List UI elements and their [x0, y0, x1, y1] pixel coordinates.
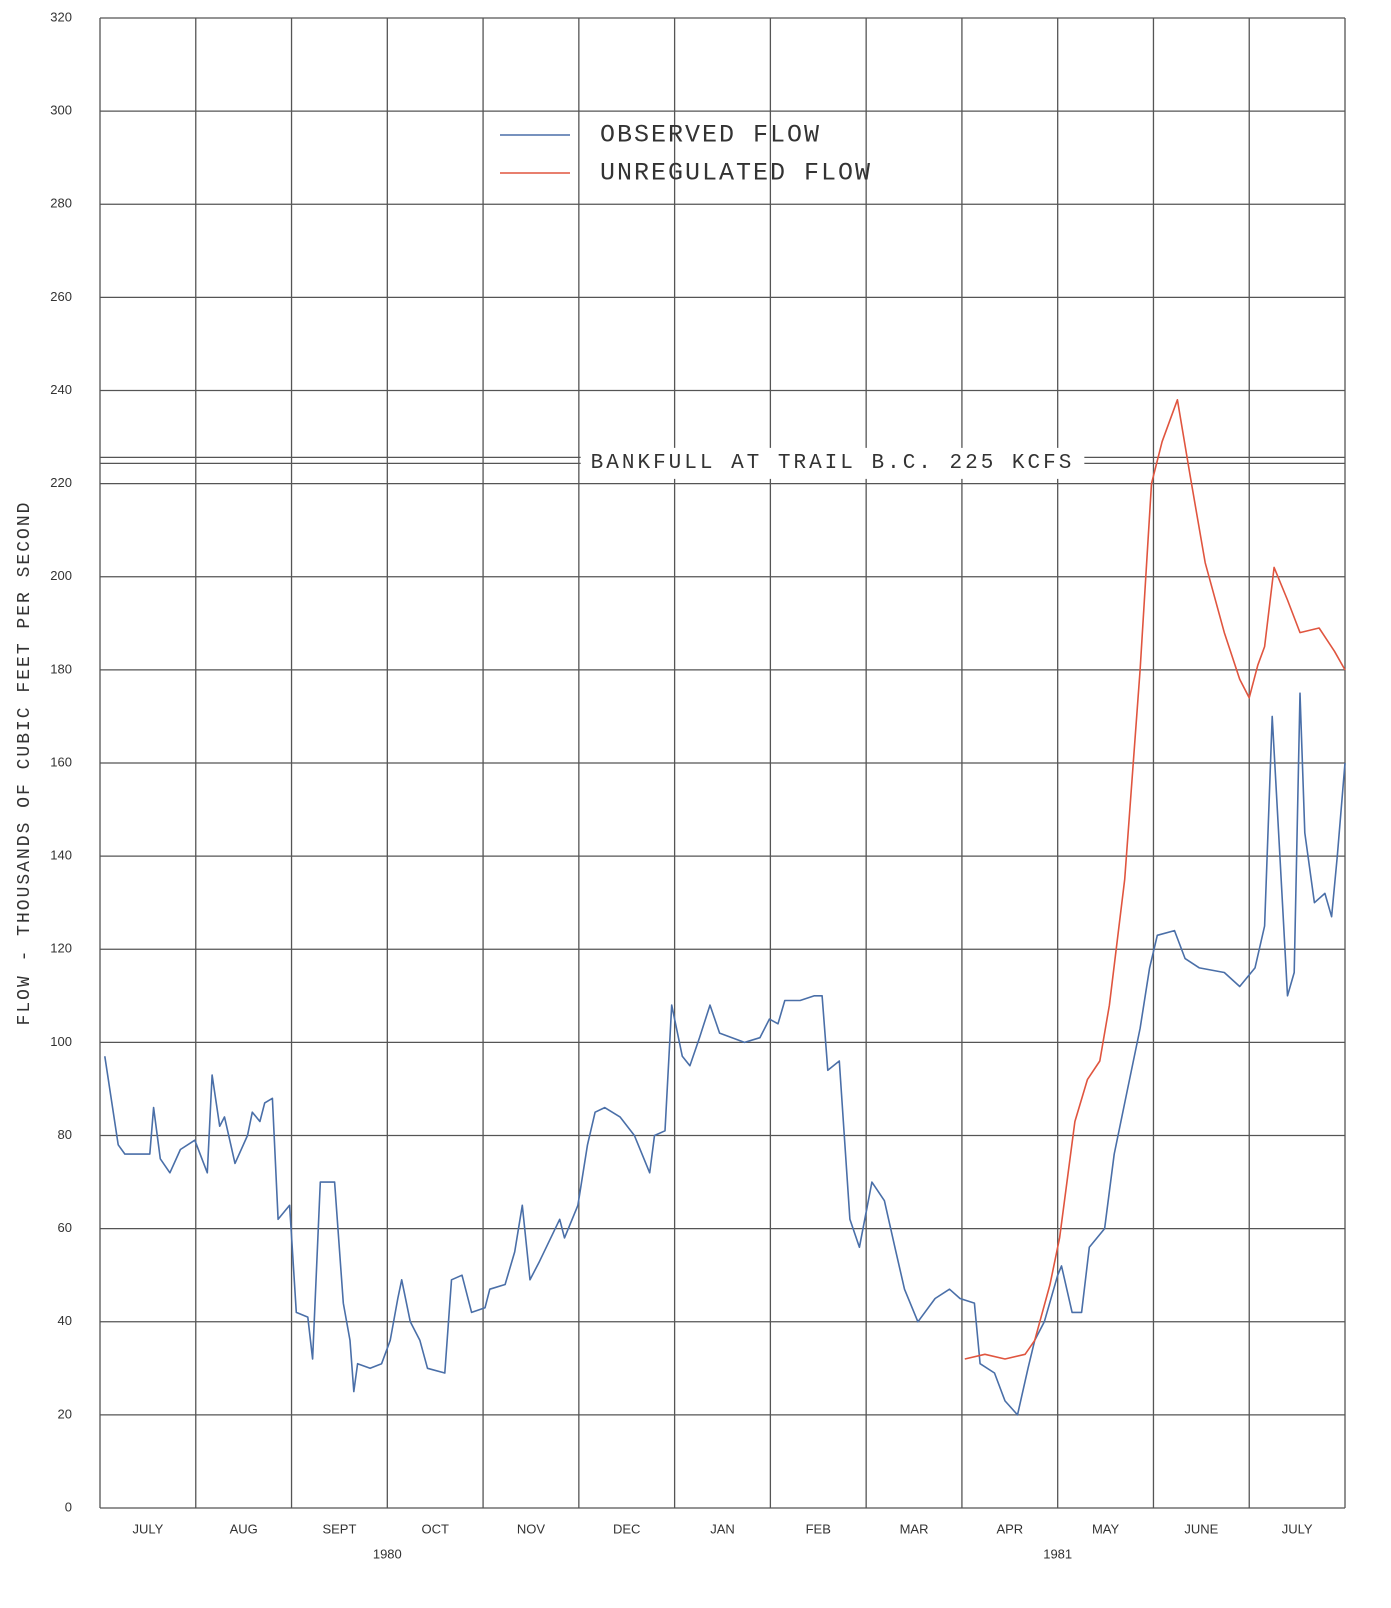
x-tick-label: AUG — [230, 1521, 258, 1536]
x-tick-label: FEB — [806, 1521, 831, 1536]
series-line — [104, 692, 1346, 1416]
y-tick-label: 220 — [50, 475, 72, 490]
y-tick-label: 120 — [50, 941, 72, 956]
y-tick-label: 280 — [50, 196, 72, 211]
y-tick-label: 300 — [50, 103, 72, 118]
y-tick-label: 320 — [50, 9, 72, 24]
x-tick-label: MAR — [900, 1521, 929, 1536]
x-year-label: 1980 — [373, 1546, 402, 1561]
y-tick-label: 200 — [50, 568, 72, 583]
y-tick-label: 100 — [50, 1034, 72, 1049]
y-axis-label: FLOW - THOUSANDS OF CUBIC FEET PER SECON… — [15, 501, 35, 1026]
x-tick-label: JAN — [710, 1521, 735, 1536]
series-line — [964, 399, 1346, 1360]
x-tick-label: MAY — [1092, 1521, 1120, 1536]
reference-label-bg — [580, 447, 1085, 479]
legend-label: UNREGULATED FLOW — [600, 159, 872, 188]
y-tick-label: 40 — [58, 1313, 72, 1328]
x-year-label: 1981 — [1043, 1546, 1072, 1561]
x-tick-label: DEC — [613, 1521, 640, 1536]
x-tick-label: JUNE — [1184, 1521, 1218, 1536]
x-tick-label: APR — [996, 1521, 1023, 1536]
y-tick-label: 60 — [58, 1220, 72, 1235]
x-tick-label: NOV — [517, 1521, 546, 1536]
y-tick-label: 240 — [50, 382, 72, 397]
legend-label: OBSERVED FLOW — [600, 121, 821, 150]
reference-label: BANKFULL AT TRAIL B.C. 225 KCFS — [591, 452, 1075, 475]
x-tick-label: OCT — [421, 1521, 449, 1536]
y-tick-label: 160 — [50, 754, 72, 769]
y-tick-label: 180 — [50, 661, 72, 676]
x-tick-label: JULY — [132, 1521, 163, 1536]
y-tick-label: 0 — [65, 1499, 72, 1514]
x-tick-label: JULY — [1282, 1521, 1313, 1536]
y-tick-label: 140 — [50, 848, 72, 863]
y-tick-label: 80 — [58, 1127, 72, 1142]
y-tick-label: 260 — [50, 289, 72, 304]
y-tick-label: 20 — [58, 1406, 72, 1421]
x-tick-label: SEPT — [322, 1521, 356, 1536]
